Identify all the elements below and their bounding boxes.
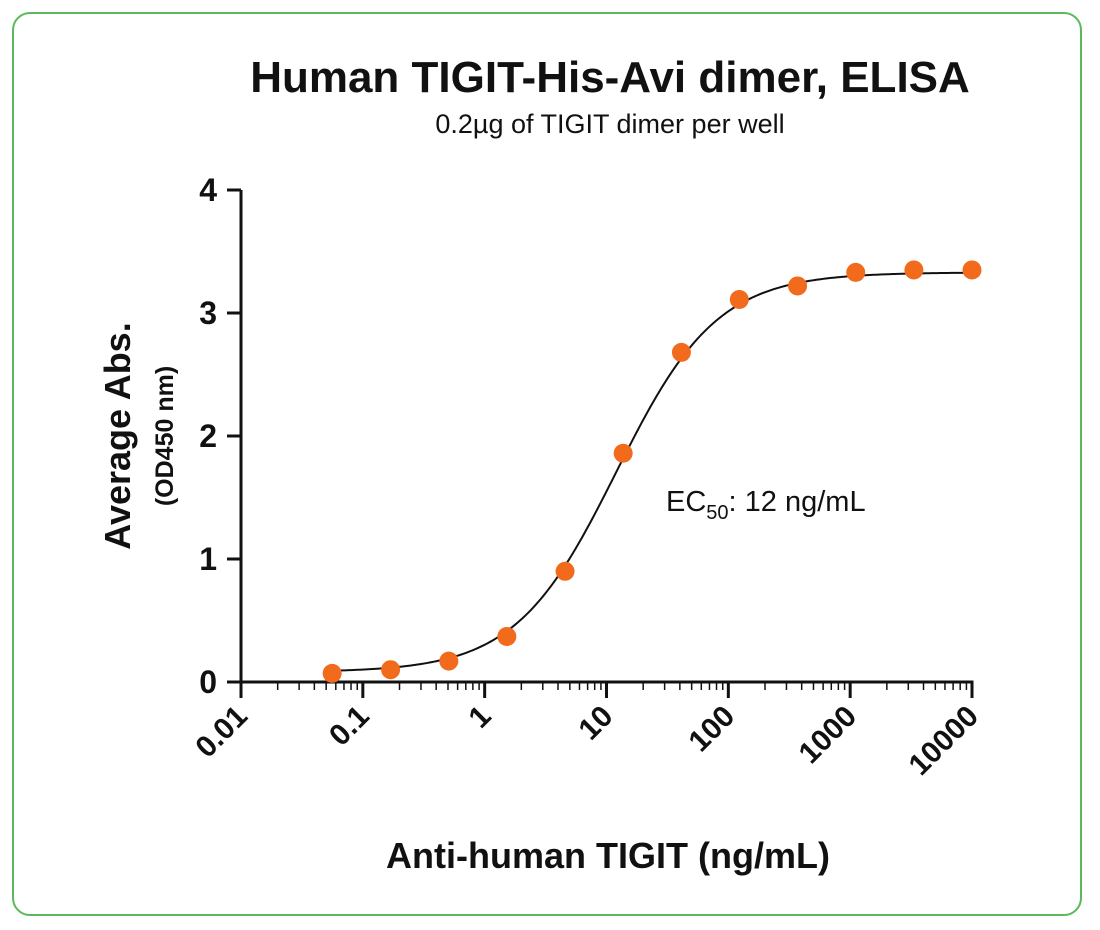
data-point — [381, 660, 401, 680]
data-points — [322, 260, 982, 683]
data-point — [729, 289, 749, 309]
ec50-prefix: EC — [666, 486, 706, 518]
data-point — [962, 260, 982, 280]
chart-frame — [12, 12, 1082, 916]
data-point — [846, 262, 866, 282]
data-point — [322, 663, 342, 683]
ec50-annotation: EC50: 12 ng/mL — [666, 486, 866, 524]
x-tick-label: 1000 — [793, 700, 864, 771]
y-tick-label: 4 — [199, 172, 217, 208]
data-point — [613, 443, 633, 463]
data-point — [555, 561, 575, 581]
data-point — [439, 651, 459, 671]
y-axis-label: Average Abs. — [97, 322, 138, 549]
x-tick-label: 100 — [683, 700, 742, 759]
y-tick-label: 0 — [199, 664, 217, 700]
data-point — [671, 342, 691, 362]
y-tick-label: 1 — [199, 541, 217, 577]
y-tick-label: 3 — [199, 295, 217, 331]
y-tick-label: 2 — [199, 418, 217, 454]
y-axis-sublabel: (OD450 nm) — [151, 366, 179, 506]
data-point — [497, 626, 517, 646]
ec50-value: : 12 ng/mL — [729, 486, 866, 518]
x-tick-label: 0.01 — [189, 700, 254, 765]
x-axis-label: Anti-human TIGIT (ng/mL) — [386, 835, 830, 876]
axes — [227, 188, 974, 698]
x-tick-label: 1 — [462, 700, 497, 735]
data-point — [904, 260, 924, 280]
x-tick-label: 10 — [573, 700, 620, 747]
x-tick-label: 10000 — [903, 700, 985, 782]
fit-curve — [332, 271, 973, 672]
y-tick-labels: 0 1 2 3 4 — [199, 172, 217, 700]
chart-subtitle: 0.2µg of TIGIT dimer per well — [435, 109, 784, 139]
data-point — [788, 276, 808, 296]
x-tick-label: 0.1 — [323, 700, 376, 753]
x-tick-labels: 0.01 0.1 1 10 100 1000 10000 — [189, 700, 985, 782]
chart-title: Human TIGIT-His-Avi dimer, ELISA — [250, 53, 970, 102]
ec50-subscript: 50 — [706, 502, 728, 524]
